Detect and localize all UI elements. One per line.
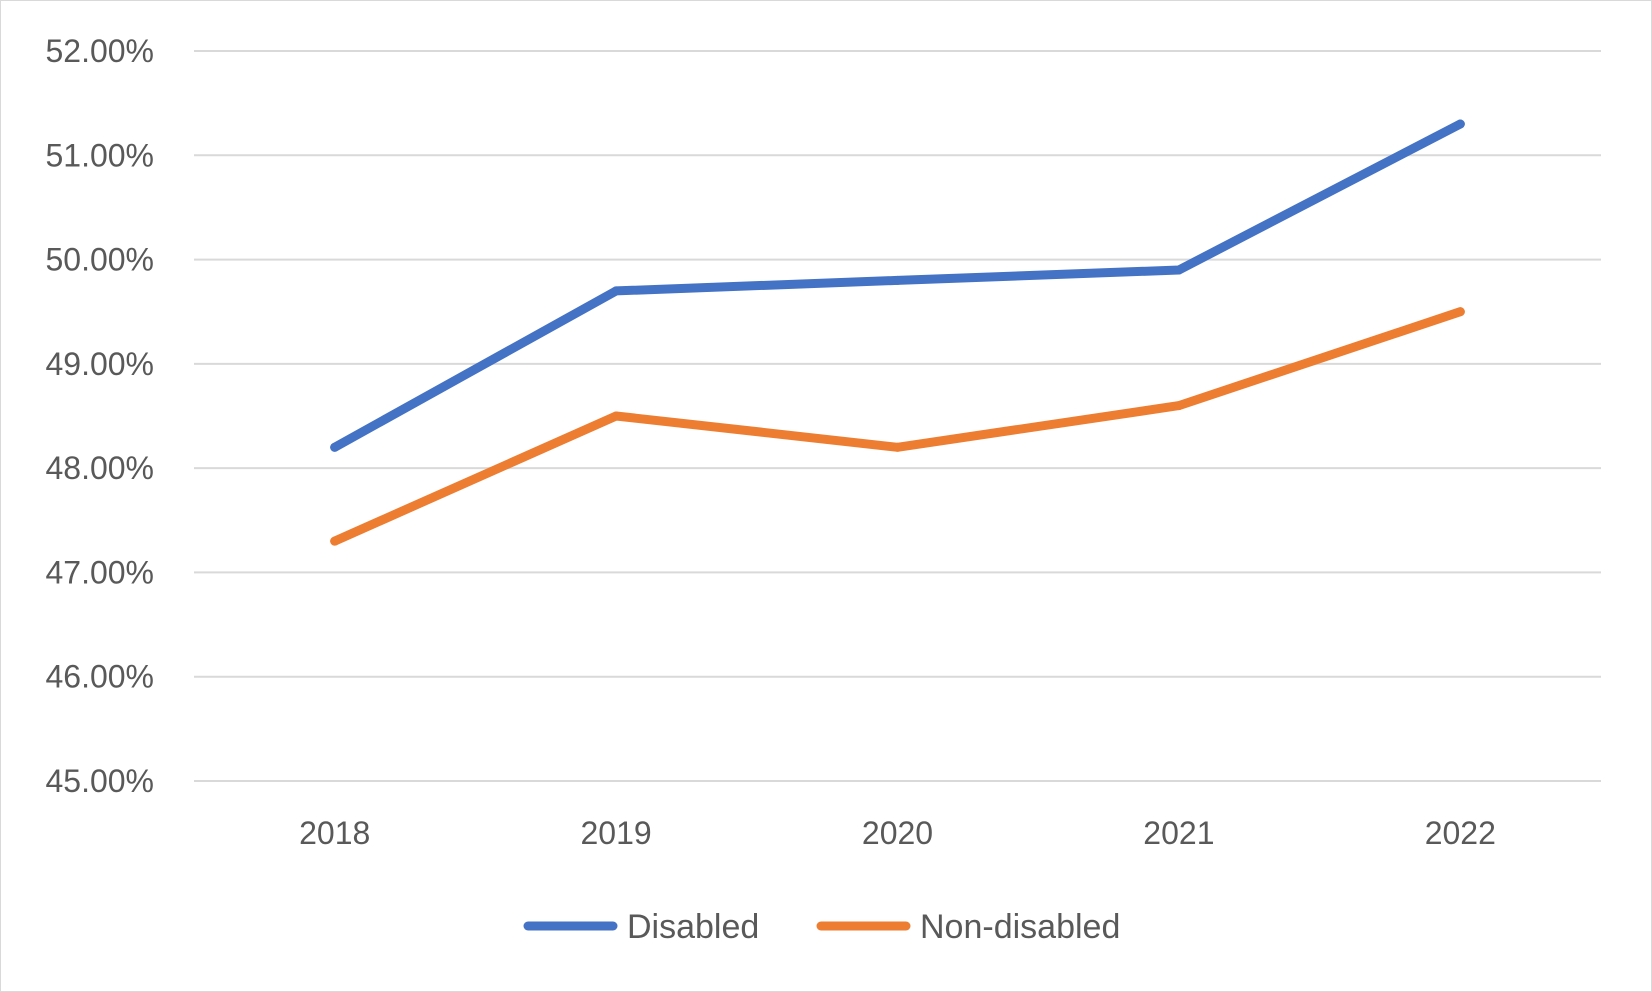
data-point [1455, 307, 1465, 317]
gridlines [194, 50, 1601, 782]
data-point [330, 442, 340, 452]
y-tick-label: 52.00% [45, 33, 154, 69]
data-point [1174, 401, 1184, 411]
data-point [1174, 265, 1184, 275]
y-tick-label: 48.00% [45, 450, 154, 486]
data-point [893, 275, 902, 285]
x-tick-label: 2020 [862, 815, 933, 851]
y-tick-label: 45.00% [45, 763, 154, 799]
data-point [611, 411, 621, 421]
y-tick-label: 51.00% [45, 137, 154, 173]
y-tick-label: 46.00% [45, 659, 154, 695]
legend-label: Disabled [627, 908, 759, 946]
data-point [893, 442, 902, 452]
series-lines [330, 119, 1465, 546]
y-tick-label: 47.00% [45, 554, 154, 590]
data-point [330, 536, 340, 546]
y-tick-label: 50.00% [45, 242, 154, 278]
x-tick-label: 2019 [581, 815, 652, 851]
series-line-disabled [330, 119, 1465, 452]
x-axis-tick-labels: 2018 2019 2020 2021 2022 [299, 815, 1496, 851]
data-point [1455, 119, 1465, 129]
x-tick-label: 2021 [1143, 815, 1214, 851]
series-line-non-disabled [330, 307, 1465, 546]
y-axis-tick-labels: 45.00% 46.00% 47.00% 48.00% 49.00% 50.00% 51.0… [45, 33, 154, 799]
legend-label: Non-disabled [920, 908, 1120, 946]
y-tick-label: 49.00% [45, 346, 154, 382]
x-tick-label: 2018 [299, 815, 370, 851]
x-tick-label: 2022 [1425, 815, 1496, 851]
data-point [611, 286, 621, 296]
legend: Disabled Non-disabled [523, 908, 1120, 946]
